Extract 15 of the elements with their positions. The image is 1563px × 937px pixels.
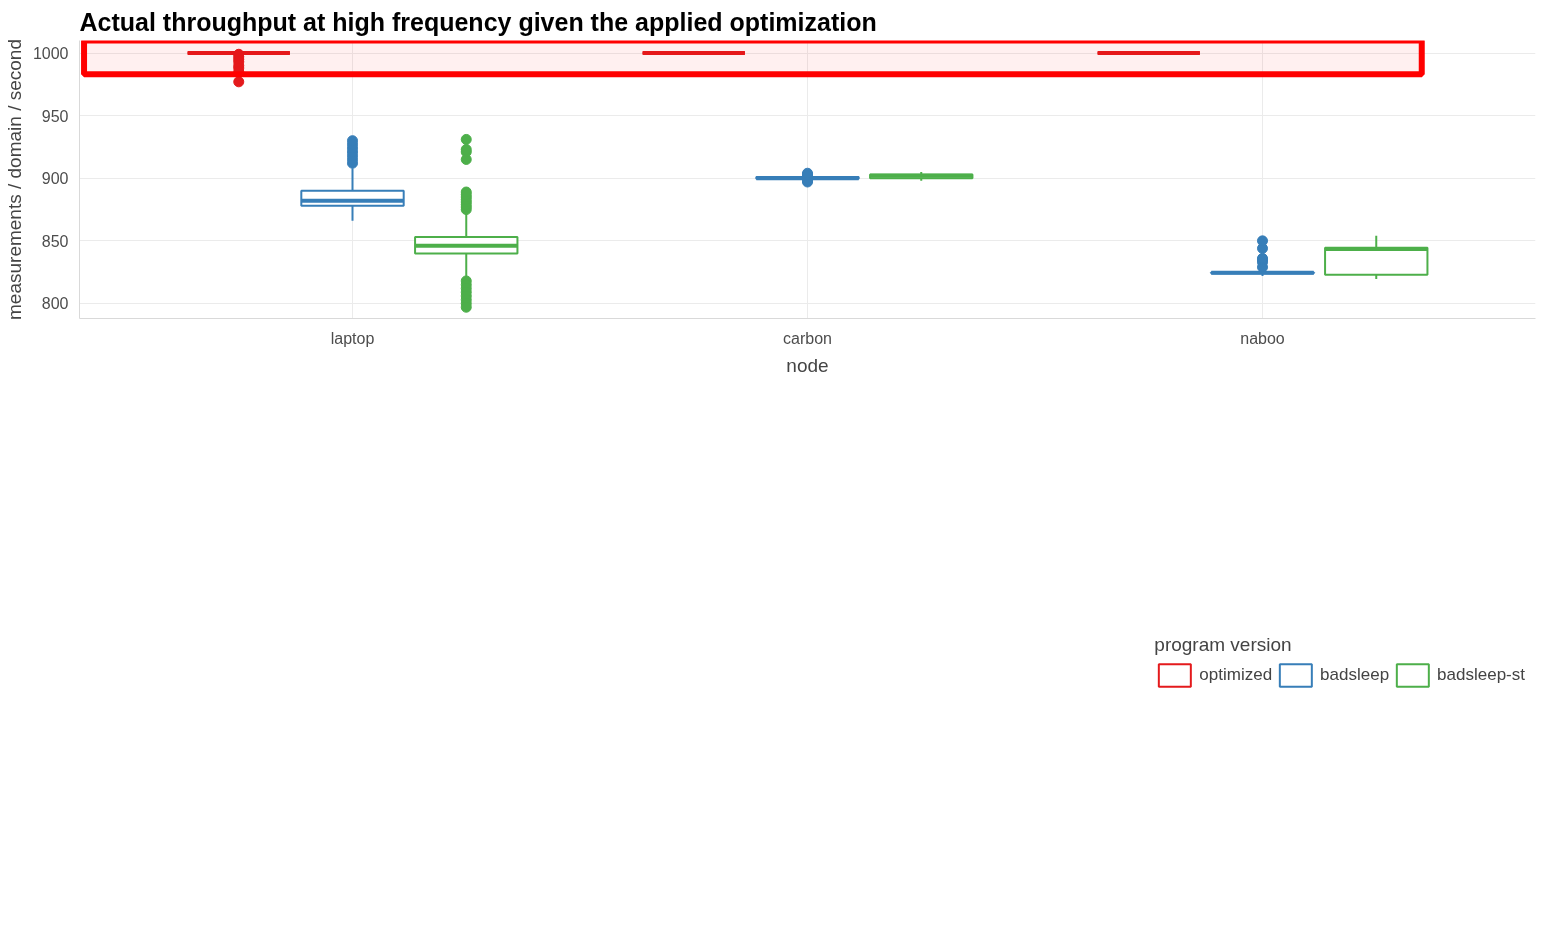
- x-tick-label: carbon: [783, 329, 832, 347]
- y-tick-label: 900: [41, 170, 69, 188]
- legend-label: badsleep: [1320, 665, 1390, 685]
- y-axis-title: measurements / domain / second: [3, 39, 25, 320]
- legend-title: program version: [1154, 634, 1293, 656]
- chart-title: Actual throughput at high frequency given the applied optimization: [79, 7, 877, 36]
- x-tick-label: naboo: [1240, 329, 1285, 347]
- legend-label: badsleep-st: [1437, 665, 1525, 685]
- y-tick-label: 850: [41, 232, 69, 250]
- y-tick-label: 1000: [32, 45, 69, 63]
- y-tick-label: 950: [41, 107, 69, 125]
- x-axis-title: node: [786, 354, 829, 376]
- y-tick-label: 800: [41, 295, 69, 313]
- legend-label: optimized: [1199, 665, 1273, 685]
- x-tick-label: laptop: [330, 329, 375, 347]
